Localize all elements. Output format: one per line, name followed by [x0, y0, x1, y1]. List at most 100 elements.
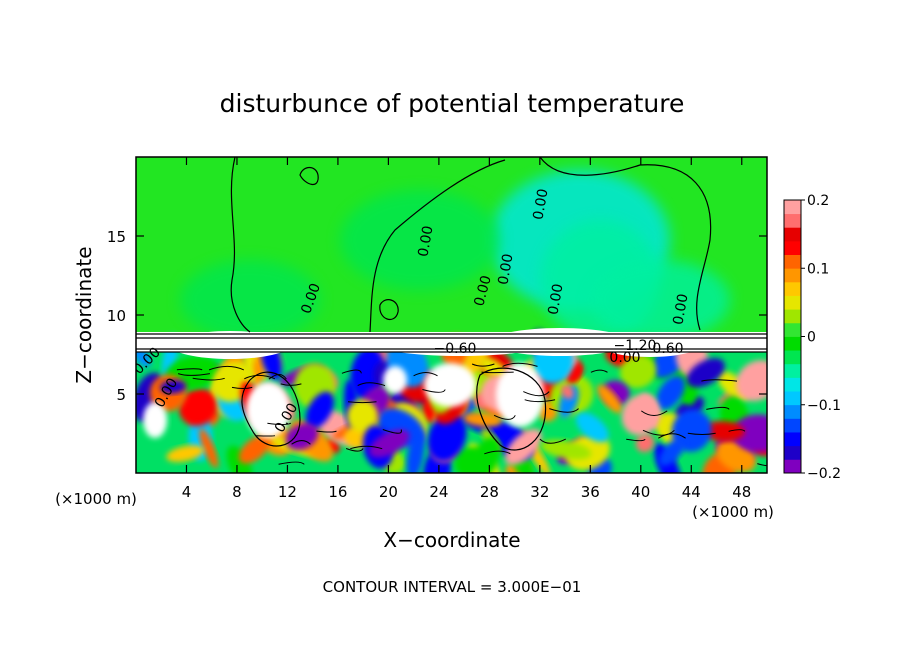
colorbar-swatch — [784, 200, 801, 215]
colorbar-tick-label: −0.1 — [807, 398, 841, 414]
colorbar-swatch — [784, 240, 801, 255]
eddy — [346, 399, 378, 433]
eddy — [406, 431, 425, 473]
contour-line — [176, 368, 203, 371]
contour-line — [422, 389, 446, 393]
x-tick-label: 24 — [429, 483, 448, 501]
contour-label: −1.20 — [614, 338, 657, 354]
eddy — [575, 412, 609, 443]
contour-line — [241, 371, 301, 447]
contour-line — [413, 371, 438, 377]
colorbar-swatch — [784, 363, 801, 378]
contour-line — [382, 429, 402, 434]
colorbar-swatch — [784, 268, 801, 283]
x-tick-label: 8 — [232, 483, 242, 501]
colorbar-swatch — [784, 459, 801, 474]
contour-line — [706, 406, 730, 410]
x-tick-label: 12 — [278, 483, 297, 501]
colorbar-swatch — [784, 254, 801, 269]
eddy — [369, 429, 410, 458]
chart-title: disturbunce of potential temperature — [220, 89, 685, 118]
colorbar-swatch — [784, 281, 801, 296]
eddy — [350, 347, 385, 400]
eddy — [160, 380, 187, 394]
colorbar-swatch — [784, 295, 801, 310]
colorbar-swatch — [784, 322, 801, 337]
contour-line — [502, 362, 538, 367]
contour-line — [481, 371, 514, 374]
contour-line — [230, 157, 251, 333]
band-bulge — [600, 333, 700, 357]
eddy — [427, 412, 467, 462]
eddy — [735, 360, 767, 402]
contour-line — [267, 422, 292, 426]
x-axis-unit-right: (×1000 m) — [692, 503, 774, 521]
colorbar-tick-label: 0.2 — [807, 193, 829, 209]
white-patch — [496, 363, 544, 427]
white-patch — [143, 402, 167, 438]
y-axis-label: Z−coordinate — [72, 246, 96, 383]
contour-line — [687, 432, 716, 435]
contour-line — [524, 399, 556, 403]
eddy — [199, 428, 219, 468]
eddy — [305, 391, 334, 429]
eddy — [656, 375, 685, 410]
colorbar-swatch — [784, 404, 801, 419]
x-tick-label: 16 — [328, 483, 347, 501]
contour-line — [539, 438, 567, 444]
x-axis-label: X−coordinate — [383, 528, 520, 552]
contour-line — [476, 367, 547, 451]
contour-line — [347, 401, 377, 404]
y-tick-label: 10 — [107, 307, 126, 325]
y-axis-ticks: 5 10 15 — [107, 228, 767, 404]
colorbar-swatch — [784, 432, 801, 447]
contour-line — [484, 450, 511, 455]
contour-line — [291, 440, 311, 445]
contour-line — [299, 166, 319, 185]
contour-line — [208, 365, 245, 371]
heatmap-field: 0.000.000.00 0.000.000.000.000.000.00 −0.6… — [136, 157, 767, 473]
contour-label: −0.60 — [434, 341, 477, 357]
contour-line — [658, 433, 686, 439]
plume — [590, 260, 730, 340]
x-tick-label: 4 — [182, 483, 192, 501]
contour-line — [231, 386, 253, 389]
colorbar: 0.2 0.1 0 −0.1 −0.2 — [783, 193, 841, 482]
contour-label: 0.00 — [495, 253, 516, 286]
x-axis-unit-left: (×1000 m) — [55, 490, 137, 508]
x-axis-ticks: 4 8 12 16 20 24 28 32 36 40 44 48 — [182, 157, 751, 501]
contour-label: 0.00 — [609, 350, 640, 366]
colorbar-swatch — [784, 350, 801, 365]
contour-line — [493, 414, 516, 420]
x-tick-label: 32 — [530, 483, 549, 501]
turbulent-blobs — [136, 170, 767, 473]
eddy — [504, 428, 542, 465]
white-patch — [424, 363, 476, 407]
plume — [340, 190, 500, 290]
contour-line — [192, 377, 225, 381]
contour-line — [626, 438, 646, 442]
contour-line — [701, 379, 738, 382]
colorbar-tick-label: 0.1 — [807, 261, 829, 277]
eddy — [470, 437, 501, 473]
contour-line — [369, 159, 506, 333]
contour-line — [177, 373, 210, 376]
x-tick-label: 28 — [480, 483, 499, 501]
eddy — [249, 350, 266, 396]
contour-line — [350, 445, 383, 450]
contour-line — [345, 448, 364, 452]
contour-line — [357, 382, 386, 387]
contour-label: 0.00 — [545, 283, 566, 316]
colorbar-swatch — [784, 309, 801, 324]
colorbar-swatch — [784, 336, 801, 351]
x-tick-label: 48 — [732, 483, 751, 501]
x-tick-label: 44 — [682, 483, 701, 501]
contour-line — [549, 408, 579, 413]
contour-label: 0.00 — [415, 225, 436, 258]
x-tick-label: 20 — [379, 483, 398, 501]
eddy — [619, 354, 657, 389]
eddy — [179, 388, 218, 427]
eddy — [658, 438, 685, 466]
contour-line — [757, 463, 767, 467]
